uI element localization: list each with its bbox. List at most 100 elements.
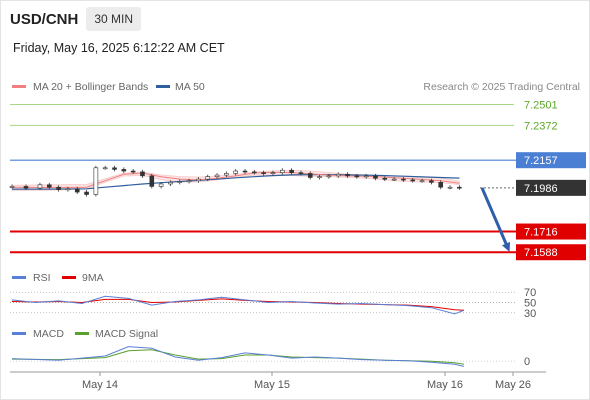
candle-body bbox=[298, 172, 304, 174]
legend-macd-label: MACD bbox=[33, 328, 64, 340]
candle-body bbox=[84, 191, 89, 195]
candle-body bbox=[326, 175, 332, 178]
ma50-swatch bbox=[156, 85, 170, 88]
candle-body bbox=[205, 176, 211, 180]
macd-legend: MACD MACD Signal bbox=[12, 328, 158, 340]
legend-ma20-label: MA 20 + Bollinger Bands bbox=[33, 81, 148, 93]
level-badge-label: 7.2157 bbox=[524, 155, 558, 167]
candle-body bbox=[130, 170, 136, 173]
candle-body bbox=[121, 169, 127, 172]
candle-body bbox=[252, 171, 257, 174]
ma9-swatch bbox=[62, 276, 76, 279]
candle-body bbox=[382, 178, 388, 180]
candle-body bbox=[93, 167, 99, 195]
candle-body bbox=[140, 171, 145, 177]
macd-swatch bbox=[12, 332, 26, 335]
x-axis: May 14 May 15 May 16 May 26 bbox=[10, 371, 546, 391]
candle-body bbox=[56, 186, 61, 190]
ma20-swatch bbox=[12, 85, 26, 88]
candle-body bbox=[65, 188, 71, 191]
candle-body bbox=[177, 181, 183, 183]
rsi-level-label: 70 bbox=[524, 287, 536, 299]
rsi-swatch bbox=[12, 276, 26, 279]
pair-title: USD/CNH bbox=[10, 10, 79, 28]
candle-body bbox=[345, 173, 350, 177]
macd-panel: 0 bbox=[10, 346, 530, 368]
candle-body bbox=[419, 180, 425, 183]
level-7.2501: 7.2501 bbox=[10, 100, 558, 112]
level-label: 7.2501 bbox=[524, 100, 558, 112]
macd-zero-label: 0 bbox=[524, 356, 530, 368]
price-panel: 7.2501 7.2372 7.2157 7.1986 7.1716 7.1588 bbox=[9, 100, 586, 261]
candle-body bbox=[186, 180, 192, 183]
candle-body bbox=[46, 184, 52, 188]
timestamp: Friday, May 16, 2025 6:12:22 AM CET bbox=[13, 41, 225, 55]
candle-body bbox=[279, 169, 285, 173]
level-badge bbox=[516, 244, 586, 261]
level-badge bbox=[516, 223, 586, 240]
level-7.2157: 7.2157 bbox=[10, 152, 586, 169]
candle-body bbox=[289, 169, 294, 173]
level-badge bbox=[516, 152, 586, 169]
candle-body bbox=[457, 186, 462, 189]
timeframe-button[interactable]: 30 MIN bbox=[86, 7, 142, 31]
level-7.1588: 7.1588 bbox=[10, 244, 586, 261]
x-tick-label: May 14 bbox=[82, 379, 118, 391]
candle-body bbox=[102, 167, 108, 170]
candle-body bbox=[429, 180, 434, 183]
signal-swatch bbox=[75, 332, 89, 335]
level-7.1986: 7.1986 bbox=[480, 179, 586, 196]
legend-ma9-label: 9MA bbox=[82, 272, 104, 284]
chart-header: USD/CNH 30 MIN bbox=[10, 7, 142, 31]
candle-body bbox=[438, 182, 444, 188]
candle-body bbox=[224, 173, 229, 176]
rsi-level-label: 50 bbox=[524, 298, 536, 310]
candle-body bbox=[242, 170, 248, 173]
candle-body bbox=[270, 172, 276, 174]
candle-body bbox=[23, 186, 29, 189]
x-tick-label: May 16 bbox=[427, 379, 463, 391]
candle-body bbox=[410, 179, 416, 182]
rsi-level-label: 30 bbox=[524, 308, 536, 320]
arrow-head bbox=[502, 241, 511, 252]
arrow-shaft bbox=[480, 187, 510, 249]
legend-ma50-label: MA 50 bbox=[175, 81, 205, 93]
price-candles bbox=[9, 165, 462, 197]
rsi-legend: RSI 9MA bbox=[12, 272, 104, 284]
ma50-line bbox=[12, 174, 460, 190]
candle-body bbox=[261, 172, 266, 174]
candle-body bbox=[112, 167, 117, 170]
level-badge-label: 7.1588 bbox=[524, 247, 558, 259]
candle-body bbox=[158, 183, 164, 187]
candle-body bbox=[354, 175, 360, 178]
candle-body bbox=[74, 188, 80, 193]
level-badge-label: 7.1716 bbox=[524, 227, 558, 239]
candle-body bbox=[214, 174, 220, 177]
legend-rsi-label: RSI bbox=[33, 272, 51, 284]
macd-signal-line bbox=[11, 349, 465, 365]
rsi-line bbox=[11, 295, 465, 315]
candle-body bbox=[373, 175, 378, 179]
candle-body bbox=[9, 186, 15, 188]
candle-body bbox=[37, 184, 43, 189]
candle-body bbox=[317, 176, 322, 178]
x-tick-label: May 26 bbox=[495, 379, 531, 391]
credit-text: Research © 2025 Trading Central bbox=[423, 81, 580, 93]
level-label: 7.2372 bbox=[524, 120, 558, 132]
candle-body bbox=[401, 178, 406, 181]
main-legend: MA 20 + Bollinger Bands MA 50 Research ©… bbox=[12, 81, 580, 93]
candle-body bbox=[149, 175, 155, 187]
legend-signal-label: MACD Signal bbox=[95, 328, 158, 340]
candle-body bbox=[335, 173, 341, 177]
level-7.1716: 7.1716 bbox=[10, 223, 586, 240]
candle-body bbox=[233, 170, 238, 174]
macd-line bbox=[11, 346, 465, 367]
level-7.2372: 7.2372 bbox=[10, 120, 558, 132]
candle-body bbox=[307, 173, 313, 178]
candle-body bbox=[196, 178, 201, 182]
price-badge bbox=[516, 179, 586, 196]
candle-body bbox=[391, 178, 397, 181]
candle-body bbox=[168, 182, 173, 185]
